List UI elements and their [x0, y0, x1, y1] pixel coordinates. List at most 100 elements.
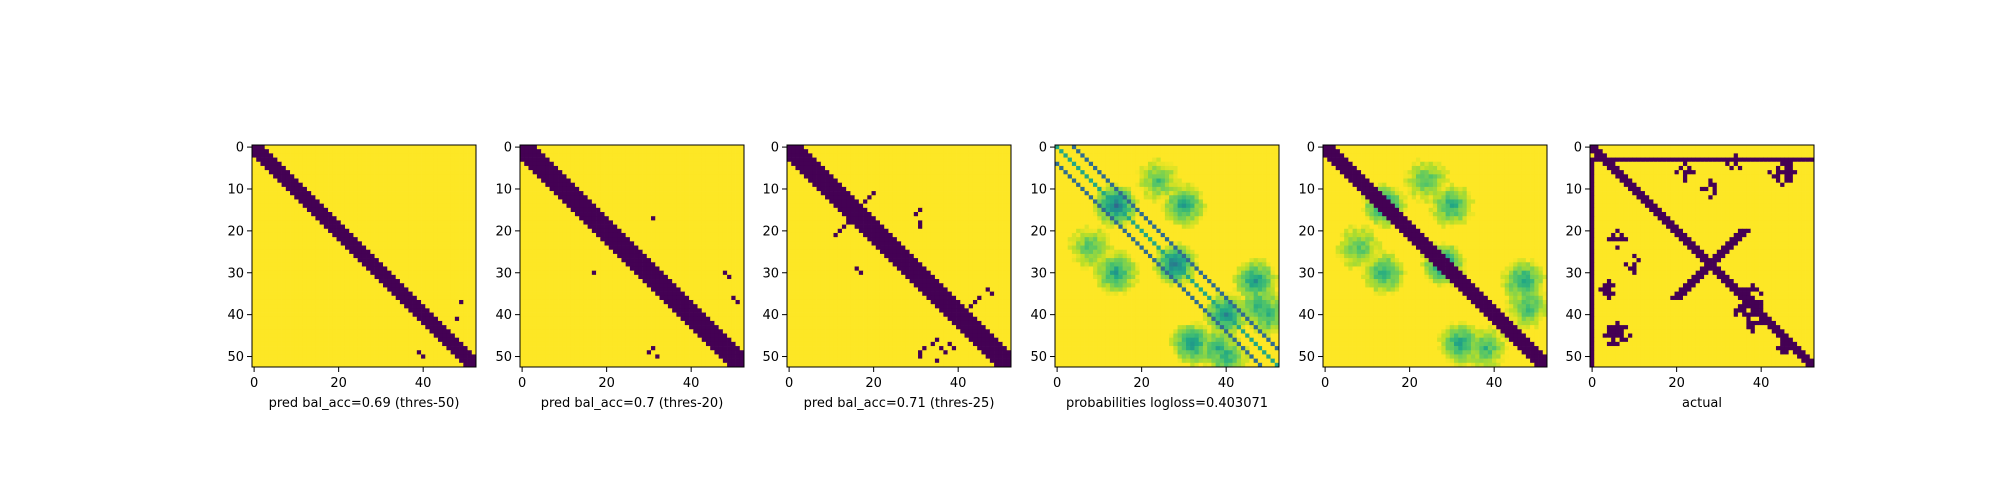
heatmap-cell — [306, 341, 312, 347]
heatmap-cell — [319, 178, 325, 184]
heatmap-cell — [528, 237, 534, 242]
heatmap-cell — [646, 174, 652, 179]
heatmap-cell — [306, 316, 312, 322]
heatmap-cell — [273, 350, 278, 355]
heatmap-cell — [357, 249, 363, 255]
heatmap-cell — [727, 161, 732, 167]
heatmap-cell — [408, 354, 413, 359]
heatmap-cell — [689, 203, 694, 209]
heatmap-cell — [256, 241, 261, 246]
heatmap-cell — [353, 258, 359, 263]
heatmap-cell — [268, 195, 274, 200]
heatmap-cell — [399, 295, 405, 301]
heatmap-cell — [294, 174, 299, 179]
heatmap-cell — [467, 262, 473, 267]
heatmap-cell — [693, 224, 698, 230]
heatmap-cell — [285, 304, 291, 309]
heatmap-cell — [252, 274, 257, 280]
heatmap-cell — [566, 253, 572, 259]
heatmap-cell — [328, 333, 333, 339]
heatmap-cell — [667, 195, 673, 200]
heatmap-cell — [332, 228, 337, 234]
heatmap-cell — [701, 253, 707, 259]
heatmap-cell — [739, 195, 745, 200]
heatmap-cell — [676, 149, 681, 154]
heatmap-cell — [336, 191, 342, 196]
heatmap-cell — [366, 220, 371, 225]
heatmap-cell — [433, 182, 439, 188]
heatmap-cell — [391, 325, 397, 330]
heatmap-cell — [579, 304, 584, 309]
heatmap-cell — [549, 253, 555, 259]
heatmap-cell — [429, 165, 435, 171]
heatmap-cell — [558, 283, 563, 288]
heatmap-cell — [370, 262, 375, 267]
heatmap-cell — [697, 212, 703, 217]
heatmap-cell — [663, 270, 669, 276]
heatmap-cell — [446, 199, 451, 204]
heatmap-cell — [412, 287, 418, 292]
heatmap-cell — [344, 203, 350, 209]
heatmap-cell — [252, 237, 257, 242]
heatmap-cell — [374, 253, 380, 259]
heatmap-cell — [739, 262, 745, 267]
heatmap-cell — [629, 191, 635, 196]
heatmap-cell — [697, 279, 703, 284]
heatmap-cell — [399, 258, 405, 263]
heatmap-cell — [621, 283, 627, 288]
heatmap-cell — [596, 191, 601, 196]
heatmap-cell — [528, 178, 534, 184]
heatmap-cell — [676, 170, 681, 175]
heatmap-cell — [446, 182, 451, 188]
heatmap-cell — [672, 220, 677, 225]
heatmap-cell — [672, 161, 677, 167]
heatmap-cell — [566, 191, 572, 196]
heatmap-cell — [663, 312, 669, 318]
heatmap-cell — [416, 291, 422, 297]
heatmap-cell — [612, 308, 618, 313]
heatmap-cell — [340, 262, 346, 267]
heatmap-cell — [710, 195, 715, 200]
heatmap-cell — [421, 291, 426, 297]
heatmap-cell — [549, 312, 555, 318]
heatmap-cell — [638, 203, 643, 209]
heatmap-cell — [739, 153, 745, 158]
heatmap-cell — [667, 270, 673, 276]
heatmap-cell — [349, 249, 354, 255]
heatmap-cell — [421, 262, 426, 267]
heatmap-cell — [361, 287, 367, 292]
heatmap-cell — [625, 228, 631, 234]
heatmap-cell — [467, 174, 473, 179]
heatmap-cell — [617, 304, 622, 309]
heatmap-cell — [260, 153, 266, 158]
heatmap-cell — [634, 249, 639, 255]
heatmap-cell — [524, 212, 529, 217]
heatmap-cell — [463, 191, 468, 196]
y-tick-label: 30 — [227, 266, 244, 281]
heatmap-cell — [387, 203, 392, 209]
heatmap-cell — [579, 253, 584, 259]
heatmap-cell — [684, 228, 690, 234]
heatmap-cell — [596, 249, 601, 255]
heatmap-cell — [408, 358, 413, 364]
heatmap-cell — [268, 249, 274, 255]
heatmap-cell — [412, 295, 418, 301]
heatmap-cell — [722, 153, 728, 158]
heatmap-cell — [467, 182, 473, 188]
heatmap-cell — [264, 178, 270, 184]
heatmap-cell — [446, 333, 451, 339]
heatmap-cell — [722, 182, 728, 188]
heatmap-cell — [450, 224, 456, 230]
heatmap-cell — [600, 287, 605, 292]
heatmap-cell — [629, 266, 635, 272]
heatmap-cell — [336, 346, 342, 351]
heatmap-cell — [340, 220, 346, 225]
heatmap-cell — [442, 287, 447, 292]
heatmap-cell — [570, 216, 576, 221]
heatmap-cell — [311, 153, 316, 158]
heatmap-cell — [642, 207, 648, 213]
heatmap-cell — [340, 203, 346, 209]
heatmap-cell — [446, 329, 451, 334]
heatmap-cell — [583, 161, 588, 167]
heatmap-cell — [340, 354, 346, 359]
